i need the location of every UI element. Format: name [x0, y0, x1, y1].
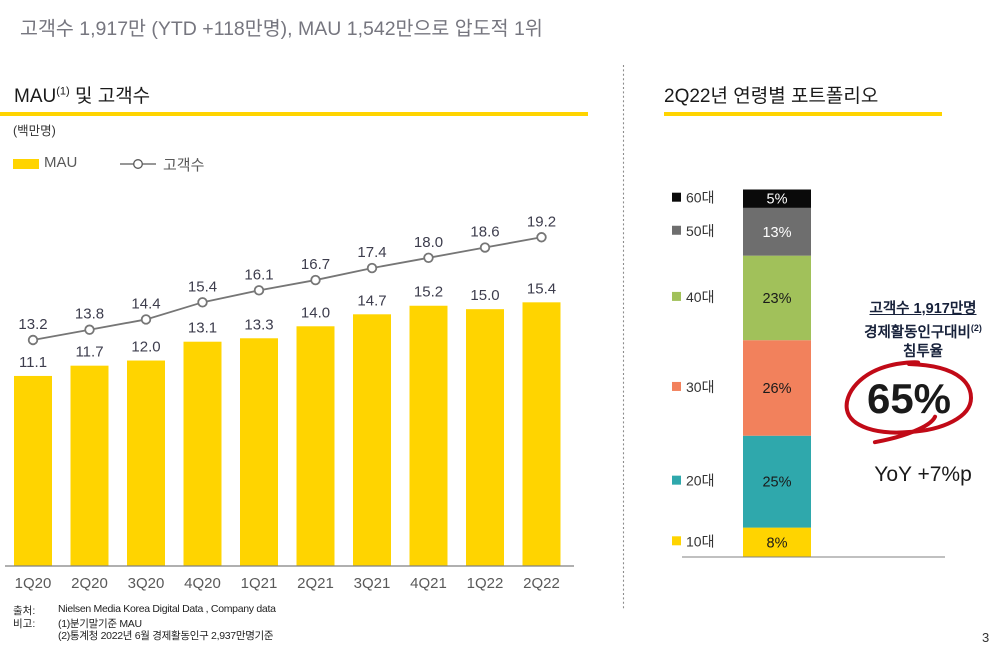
svg-text:65%: 65%: [867, 375, 951, 422]
